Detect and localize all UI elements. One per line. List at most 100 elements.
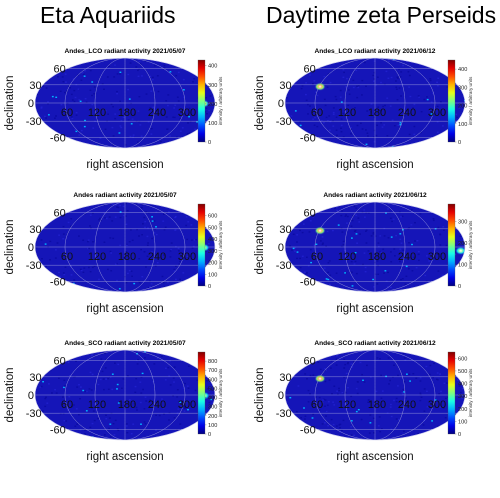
colorbar-label: intensity / arbitrary units [468,368,473,417]
y-axis-label: declination [254,76,266,131]
y-tick-label: -30 [26,260,42,272]
y-tick-label: 60 [304,208,316,220]
colorbar-tick-label: 100 [208,272,217,278]
colorbar-tick-label: 0 [208,432,211,438]
colorbar-tick-label: 200 [208,261,217,267]
panel-title: Andes radiant activity 2021/06/12 [323,192,427,199]
column-title-daytime-zeta-perseids: Daytime zeta Perseids [266,2,497,28]
colorbar-tick-label: 0 [458,432,461,438]
colorbar-label: intensity / arbitrary units [468,220,473,269]
panel-andes-lco-eta-aquariids: Andes_LCO radiant activity 2021/05/07 60 1… [0,48,250,206]
y-tick-label: -60 [50,132,66,144]
colorbar-tick-label: 400 [208,64,217,70]
y-tick-label: 60 [54,208,66,220]
colorbar-tick-label: 600 [208,214,217,220]
x-tick-label: 120 [88,399,106,411]
colorbar: 400 300 200 100 0 intensity / arbitrary units [447,59,473,146]
x-axis-label: right ascension [336,159,413,171]
colorbar-tick-label: 100 [458,419,467,425]
colorbar-tick-label: 500 [458,369,467,375]
y-tick-label: 30 [279,224,291,236]
y-tick-label: -60 [300,424,316,436]
x-tick-label: 60 [311,399,323,411]
column-title-eta-aquariids: Eta Aquariids [40,2,176,28]
y-tick-label: 30 [29,224,41,236]
colorbar-tick-label: 0 [458,140,461,146]
colorbar-label: intensity / arbitrary units [218,76,223,125]
colorbar-tick-label: 200 [458,241,467,247]
colorbar-tick-label: 500 [208,225,217,231]
panel-andes-sco-zeta-perseids: Andes_SCO radiant activity 2021/06/12 60 1… [250,340,500,498]
colorbar-tick-label: 0 [458,284,461,290]
heatmap-svg: Andes radiant activity 2021/05/07 60 120 18… [4,192,223,315]
y-tick-label: 30 [279,80,291,92]
heatmap-svg: Andes radiant activity 2021/06/12 60 120 18… [254,192,473,315]
x-axis-label: right ascension [86,159,163,171]
map-outline [284,201,466,293]
colorbar-label: intensity / arbitrary units [468,76,473,125]
colorbar-tick-label: 200 [208,414,217,420]
map-outline [34,201,216,293]
x-tick-label: 120 [338,399,356,411]
colorbar-tick-label: 500 [208,386,217,392]
colorbar-tick-label: 300 [208,249,217,255]
y-tick-label: 0 [278,98,284,110]
y-tick-label: -60 [50,276,66,288]
colorbar: 600 500 400 300 200 100 0 intensity / arbitrary… [447,351,473,438]
map-outline [34,57,216,149]
colorbar-tick-label: 600 [208,377,217,383]
colorbar-tick-label: 0 [208,140,211,146]
x-tick-label: 60 [61,251,73,263]
x-tick-label: 300 [178,251,196,263]
y-tick-label: 30 [279,372,291,384]
y-tick-label: -30 [26,116,42,128]
panel-title: Andes radiant activity 2021/05/07 [73,192,177,199]
map-outline [34,349,216,441]
x-axis-label: right ascension [336,451,413,463]
hotspot-1 [456,247,465,254]
y-tick-label: 30 [29,80,41,92]
y-axis-label: declination [254,368,266,423]
x-tick-label: 300 [428,251,446,263]
colorbar-tick-label: 800 [208,359,217,365]
y-tick-label: 0 [278,390,284,402]
y-axis-label: declination [254,220,266,275]
x-tick-label: 240 [398,251,416,263]
colorbar-label: intensity / arbitrary units [218,220,223,269]
colorbar-tick-label: 200 [458,407,467,413]
heatmap-svg: Andes_LCO radiant activity 2021/05/07 60 1… [4,48,223,171]
y-tick-label: 0 [278,242,284,254]
colorbar-tick-label: 600 [458,356,467,362]
x-tick-label: 240 [148,251,166,263]
x-tick-label: 300 [428,399,446,411]
y-axis-label: declination [4,76,16,131]
panel-andes-sco-eta-aquariids: Andes_SCO radiant activity 2021/05/07 60 1… [0,340,250,498]
y-tick-label: 60 [54,64,66,76]
panel-andes-eta-aquariids: Andes radiant activity 2021/05/07 60 120 18… [0,192,250,350]
colorbar-tick-label: 400 [208,237,217,243]
x-tick-label: 60 [311,107,323,119]
panel-title: Andes_SCO radiant activity 2021/05/07 [64,340,186,347]
colorbar-tick-label: 300 [208,405,217,411]
x-tick-label: 240 [398,399,416,411]
x-tick-label: 180 [118,399,136,411]
panel-andes-lco-zeta-perseids: Andes_LCO radiant activity 2021/06/12 60 1… [250,48,500,206]
y-tick-label: 30 [29,372,41,384]
x-tick-label: 240 [148,107,166,119]
y-tick-label: 60 [304,64,316,76]
y-tick-label: 60 [304,356,316,368]
colorbar-tick-label: 0 [208,284,211,290]
heatmap-svg: Andes_SCO radiant activity 2021/06/12 60 1… [254,340,473,463]
y-tick-label: -60 [50,424,66,436]
y-tick-label: -30 [276,408,292,420]
x-tick-label: 60 [61,107,73,119]
colorbar-tick-label: 300 [458,219,467,225]
colorbar-tick-label: 300 [458,85,467,91]
panel-andes-zeta-perseids: Andes radiant activity 2021/06/12 60 120 18… [250,192,500,350]
x-tick-label: 120 [88,107,106,119]
colorbar-tick-label: 700 [208,368,217,374]
y-tick-label: 60 [54,356,66,368]
colorbar: 800 700 600 500 400 300 200 100 0 intensity / arb… [197,351,223,438]
colorbar: 300 200 100 0 intensity / arbitrary units [447,203,473,290]
y-tick-label: -60 [300,132,316,144]
